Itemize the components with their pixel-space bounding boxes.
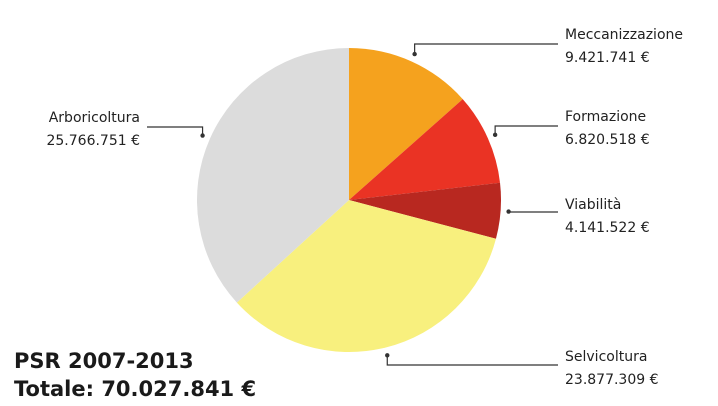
slice-label: Meccanizzazione	[565, 27, 683, 43]
leader-dot	[200, 133, 205, 138]
slice-value: 4.141.522 €	[565, 220, 650, 236]
pie-slice	[349, 182, 501, 239]
leader-line	[386, 355, 558, 366]
leader-dot	[506, 209, 511, 214]
pie-slice	[236, 200, 496, 353]
chart-subtitle: Totale: 70.027.841 €	[14, 377, 256, 401]
slice-value: 9.421.741 €	[565, 50, 650, 66]
leader-line	[414, 43, 558, 55]
leader-line	[494, 125, 558, 135]
leader-dot	[412, 51, 417, 57]
pie-slice	[197, 48, 349, 303]
slice-value: 6.820.518 €	[565, 132, 650, 148]
leader-dot	[492, 132, 498, 138]
slice-label: Formazione	[565, 109, 646, 125]
slice-label: Selvicoltura	[565, 349, 647, 365]
leader-line	[147, 126, 204, 136]
pie-slice	[349, 48, 463, 200]
slice-label: Arboricoltura	[49, 110, 140, 126]
leader-dot	[385, 353, 390, 358]
chart-title: PSR 2007-2013	[14, 349, 194, 373]
slice-value: 23.877.309 €	[565, 372, 659, 388]
slice-label: Viabilità	[565, 197, 621, 213]
pie-slice	[349, 99, 501, 200]
slice-value: 25.766.751 €	[46, 133, 140, 149]
